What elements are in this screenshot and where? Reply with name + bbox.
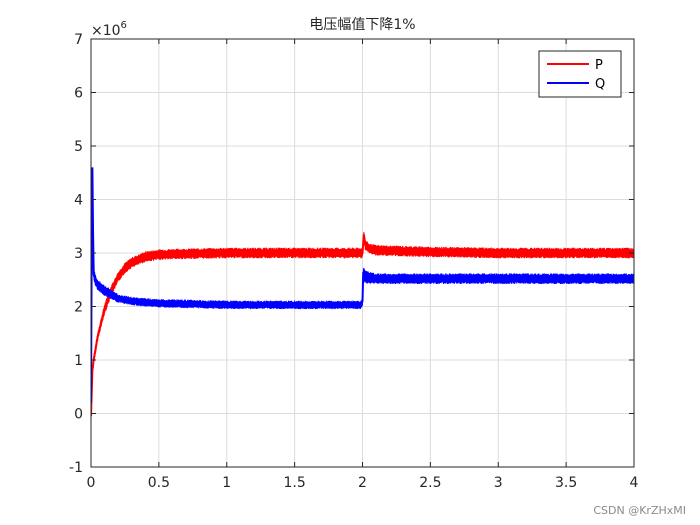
x-tick-label: 3 — [494, 475, 503, 491]
x-tick-label: 1 — [222, 475, 231, 491]
y-tick-label: 5 — [74, 139, 83, 155]
y-exponent-label: ×106 — [91, 20, 127, 39]
x-tick-label: 2 — [358, 475, 367, 491]
x-tick-label: 4 — [630, 475, 639, 491]
y-tick-label: 6 — [74, 86, 83, 102]
y-tick-label: -1 — [69, 460, 83, 476]
y-exponent-base: ×10 — [91, 23, 121, 39]
x-tick-label: 3.5 — [555, 475, 577, 491]
y-tick-label: 2 — [74, 300, 83, 316]
legend-label-Q: Q — [595, 77, 605, 92]
series-Q — [91, 167, 634, 403]
y-tick-label: 0 — [74, 407, 83, 423]
series-layer — [91, 167, 634, 417]
x-tick-label: 2.5 — [419, 475, 441, 491]
legend-box — [538, 50, 622, 98]
legend-label-P: P — [595, 58, 603, 73]
watermark: CSDN @KrZHxMI — [593, 504, 686, 517]
y-tick-label: 1 — [74, 353, 83, 369]
x-tick-label: 0 — [87, 475, 96, 491]
series-centerline-Q — [91, 167, 634, 403]
series-centerline-P — [91, 234, 634, 417]
y-tick-label: 3 — [74, 246, 83, 262]
y-tick-label: 7 — [74, 32, 83, 48]
chart-title: 电压幅值下降1% — [309, 17, 415, 33]
legend: PQ — [538, 50, 622, 98]
x-tick-label: 1.5 — [283, 475, 305, 491]
y-exponent-power: 6 — [121, 20, 127, 31]
x-tick-label: 0.5 — [148, 475, 170, 491]
y-tick-label: 4 — [74, 193, 83, 209]
series-P — [91, 232, 634, 417]
